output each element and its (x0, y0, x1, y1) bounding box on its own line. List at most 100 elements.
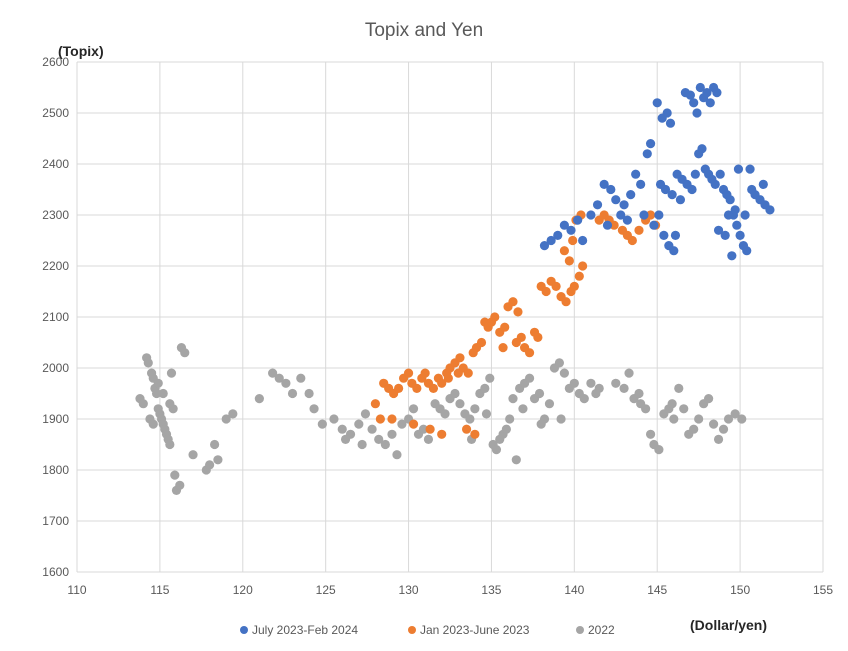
data-point (616, 210, 626, 220)
data-point (645, 210, 656, 220)
data-point (727, 251, 737, 261)
data-point (702, 88, 712, 98)
data-point (578, 261, 588, 271)
legend-label: 2022 (588, 623, 615, 637)
data-point (559, 368, 569, 378)
data-point (568, 235, 578, 246)
legend-label: Jan 2023-June 2023 (420, 623, 530, 637)
data-point (360, 409, 371, 419)
x-tick-label: 150 (730, 583, 750, 597)
data-point (573, 215, 583, 225)
x-tick-label: 135 (481, 583, 501, 597)
x-axis-label: (Dollar/yen) (690, 617, 767, 633)
data-point (611, 378, 621, 388)
gridlines (76, 61, 824, 573)
data-point (662, 108, 672, 118)
data-point (205, 460, 215, 470)
data-point (627, 235, 637, 246)
data-point (309, 404, 319, 414)
data-points (135, 82, 775, 495)
data-point (539, 241, 550, 251)
data-point (745, 164, 755, 174)
data-point (170, 470, 180, 480)
data-point (665, 118, 676, 128)
data-point (723, 210, 734, 220)
data-point (713, 434, 724, 444)
data-point (158, 388, 168, 399)
data-point (654, 445, 664, 455)
data-point (423, 434, 434, 444)
legend-marker (240, 626, 248, 634)
data-point (758, 179, 768, 189)
data-point (317, 419, 327, 429)
y-tick-label: 2600 (42, 55, 69, 69)
data-point (712, 88, 722, 98)
chart-title: Topix and Yen (365, 20, 483, 41)
data-point (720, 230, 730, 240)
data-point (634, 388, 644, 399)
data-point (268, 368, 278, 378)
data-point (408, 404, 419, 414)
data-point (513, 307, 523, 317)
x-tick-label: 130 (399, 583, 419, 597)
data-point (304, 388, 314, 399)
data-point (296, 373, 306, 383)
data-point (455, 399, 465, 409)
data-point (443, 373, 453, 383)
data-point (599, 179, 609, 189)
y-tick-label: 2000 (42, 361, 69, 375)
x-tick-label: 120 (233, 583, 253, 597)
data-point (624, 368, 634, 378)
data-point (274, 373, 284, 383)
data-point (394, 383, 404, 393)
data-point (470, 429, 480, 439)
data-point (425, 424, 435, 434)
data-point (559, 246, 569, 256)
data-point (730, 205, 740, 215)
data-point (461, 424, 472, 434)
data-point (556, 414, 566, 424)
data-point (765, 205, 775, 215)
data-point (636, 179, 646, 189)
data-point (579, 394, 589, 404)
data-point (619, 200, 629, 210)
data-point (695, 82, 705, 93)
data-point (387, 414, 397, 424)
series-0-points (539, 82, 775, 261)
x-tick-label: 145 (647, 583, 667, 597)
data-point (505, 414, 515, 424)
data-point (667, 190, 677, 200)
data-point (606, 184, 616, 195)
y-tick-labels: 1600 1700 1800 1900 2000 2100 2200 2300 2400 2500… (42, 55, 69, 579)
data-point (730, 409, 740, 419)
data-point (566, 225, 576, 235)
y-axis-label: (Topix) (58, 43, 104, 59)
data-point (645, 429, 656, 439)
data-point (708, 419, 719, 429)
data-point (609, 220, 619, 230)
data-point (420, 368, 430, 378)
data-point (546, 235, 556, 246)
data-point (541, 286, 551, 297)
data-point (611, 195, 621, 205)
data-point (574, 271, 584, 281)
data-point (694, 414, 704, 424)
y-tick-label: 2100 (42, 310, 69, 324)
data-point (569, 378, 579, 388)
data-point (564, 256, 574, 266)
data-point (463, 368, 473, 378)
data-point (732, 220, 742, 230)
data-point (166, 368, 177, 378)
data-point (710, 179, 720, 189)
data-point (692, 108, 702, 118)
data-point (667, 399, 677, 409)
data-point (602, 220, 613, 230)
data-point (659, 230, 669, 240)
data-point (559, 220, 569, 230)
data-point (375, 414, 385, 424)
data-point (254, 394, 264, 404)
data-point (498, 343, 508, 353)
data-point (281, 378, 291, 388)
data-point (491, 445, 502, 455)
data-point (481, 409, 492, 419)
